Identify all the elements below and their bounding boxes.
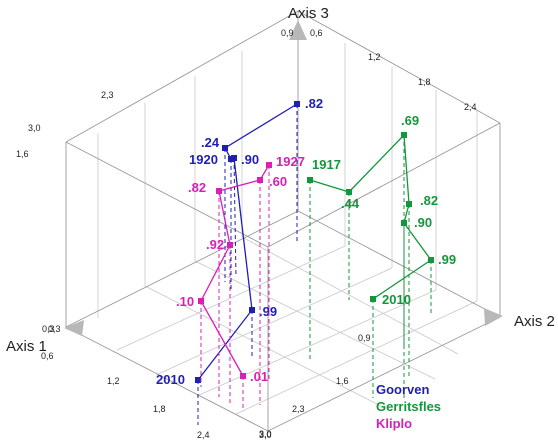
data-point [406,201,412,207]
data-point [266,162,272,168]
axis-title-y: Axis 2 [514,313,555,330]
grid-line [144,285,382,407]
tick-label-y: 3,0 [259,429,272,439]
tick-label-y: 2,3 [292,404,305,414]
data-point-label: .10 [176,294,194,309]
data-point-label: .90 [414,215,432,230]
box-edge [297,210,501,318]
data-point-label: .24 [201,135,220,150]
grid-line [194,260,436,380]
box-edge [267,316,501,432]
axis-2-arrow-icon [484,308,503,326]
tick-label-y: 1,6 [336,376,349,386]
data-point [240,373,246,379]
data-point [370,296,376,302]
grid-line [241,236,459,355]
data-point [195,377,201,383]
tick-label-z: 0,3 [48,324,61,334]
data-point-label: .82 [188,180,206,195]
data-point [346,189,352,195]
box-edge [65,141,269,248]
data-point [198,298,204,304]
tick-label-y: 0,9 [358,333,371,343]
data-point-label: .99 [259,304,277,319]
tick-label-x: 3,0 [259,430,272,440]
data-point [231,155,237,161]
grid-line [235,300,478,415]
tick-label-x: 0,3 [42,324,55,334]
grid-line [116,245,346,351]
data-point-label: 1920 [189,152,218,167]
box-edge [297,10,501,124]
series-kliplo: 1927 .60 .82 .92 .10 .01 [176,154,305,410]
data-point-label: .82 [420,193,438,208]
data-point [216,188,222,194]
tick-label-x: 1,2 [107,376,120,386]
series-gerritsfles: 1917 .44 .69 .82 .90 .99 2010 [307,113,456,398]
data-point-label: .01 [250,369,268,384]
box-edge [65,210,299,328]
box-frame [64,10,503,432]
axis-title-z: Axis 3 [288,5,329,22]
legend-entry: Goorven [376,382,430,397]
data-point-label: .60 [269,174,287,189]
box-edge [65,10,299,143]
tick-label-x: 0,6 [41,351,54,361]
data-point-label: 1927 [276,154,305,169]
data-point [227,242,233,248]
legend-entry: Kliplo [376,416,412,431]
data-point-label: 2010 [156,372,185,387]
data-point [222,145,228,151]
data-point [249,307,255,313]
data-point-label: .82 [305,96,323,111]
tick-label-z: 1,2 [368,52,381,62]
data-point [401,220,407,226]
legend-entry: Gerritsfles [376,399,441,414]
tick-label-z: 2,4 [464,102,477,112]
axis-3-arrow-icon [289,20,307,40]
series-goorven: .82 .24 1920 .90 .99 2010 [156,96,323,425]
data-point-label: .69 [401,113,419,128]
tick-label-x: 1,8 [153,404,166,414]
data-point-label: 1917 [312,157,341,172]
axis-titles: Axis 1 Axis 2 Axis 3 [6,5,555,355]
tick-label-z: 2,3 [101,90,114,100]
data-point-label: .92 [206,237,224,252]
data-point [294,101,300,107]
tick-labels: 0,30,61,21,82,4 3,03,02,31,60,90,31,62,33… [16,28,477,440]
drop-line [233,157,237,278]
tick-label-x: 2,4 [197,430,210,440]
tick-label-z: 1,8 [418,77,431,87]
data-point [428,257,434,263]
data-point-label: .44 [341,196,360,211]
data-point [401,132,407,138]
data-point-label: .99 [438,252,456,267]
tick-label-z: 0,6 [310,28,323,38]
plot-area: .82 .24 1920 .90 .99 2010 1917 .44 .69 .82 .90 .99 2… [156,96,456,425]
grid-line [196,289,437,397]
data-point [307,177,313,183]
axis-title-x: Axis 1 [6,338,47,355]
box-edge [267,122,501,248]
data-point-label: 2010 [382,292,411,307]
tick-label-z: 3,0 [28,123,41,133]
box-edge [65,326,269,432]
data-point-label: .90 [241,152,259,167]
tick-label-z: 0,9 [281,28,294,38]
data-point [257,177,263,183]
legend: Goorven Gerritsfles Kliplo [376,382,441,431]
grid-line [155,267,393,376]
tick-label-z: 1,6 [16,149,29,159]
axis-1-arrow-icon [64,320,84,336]
